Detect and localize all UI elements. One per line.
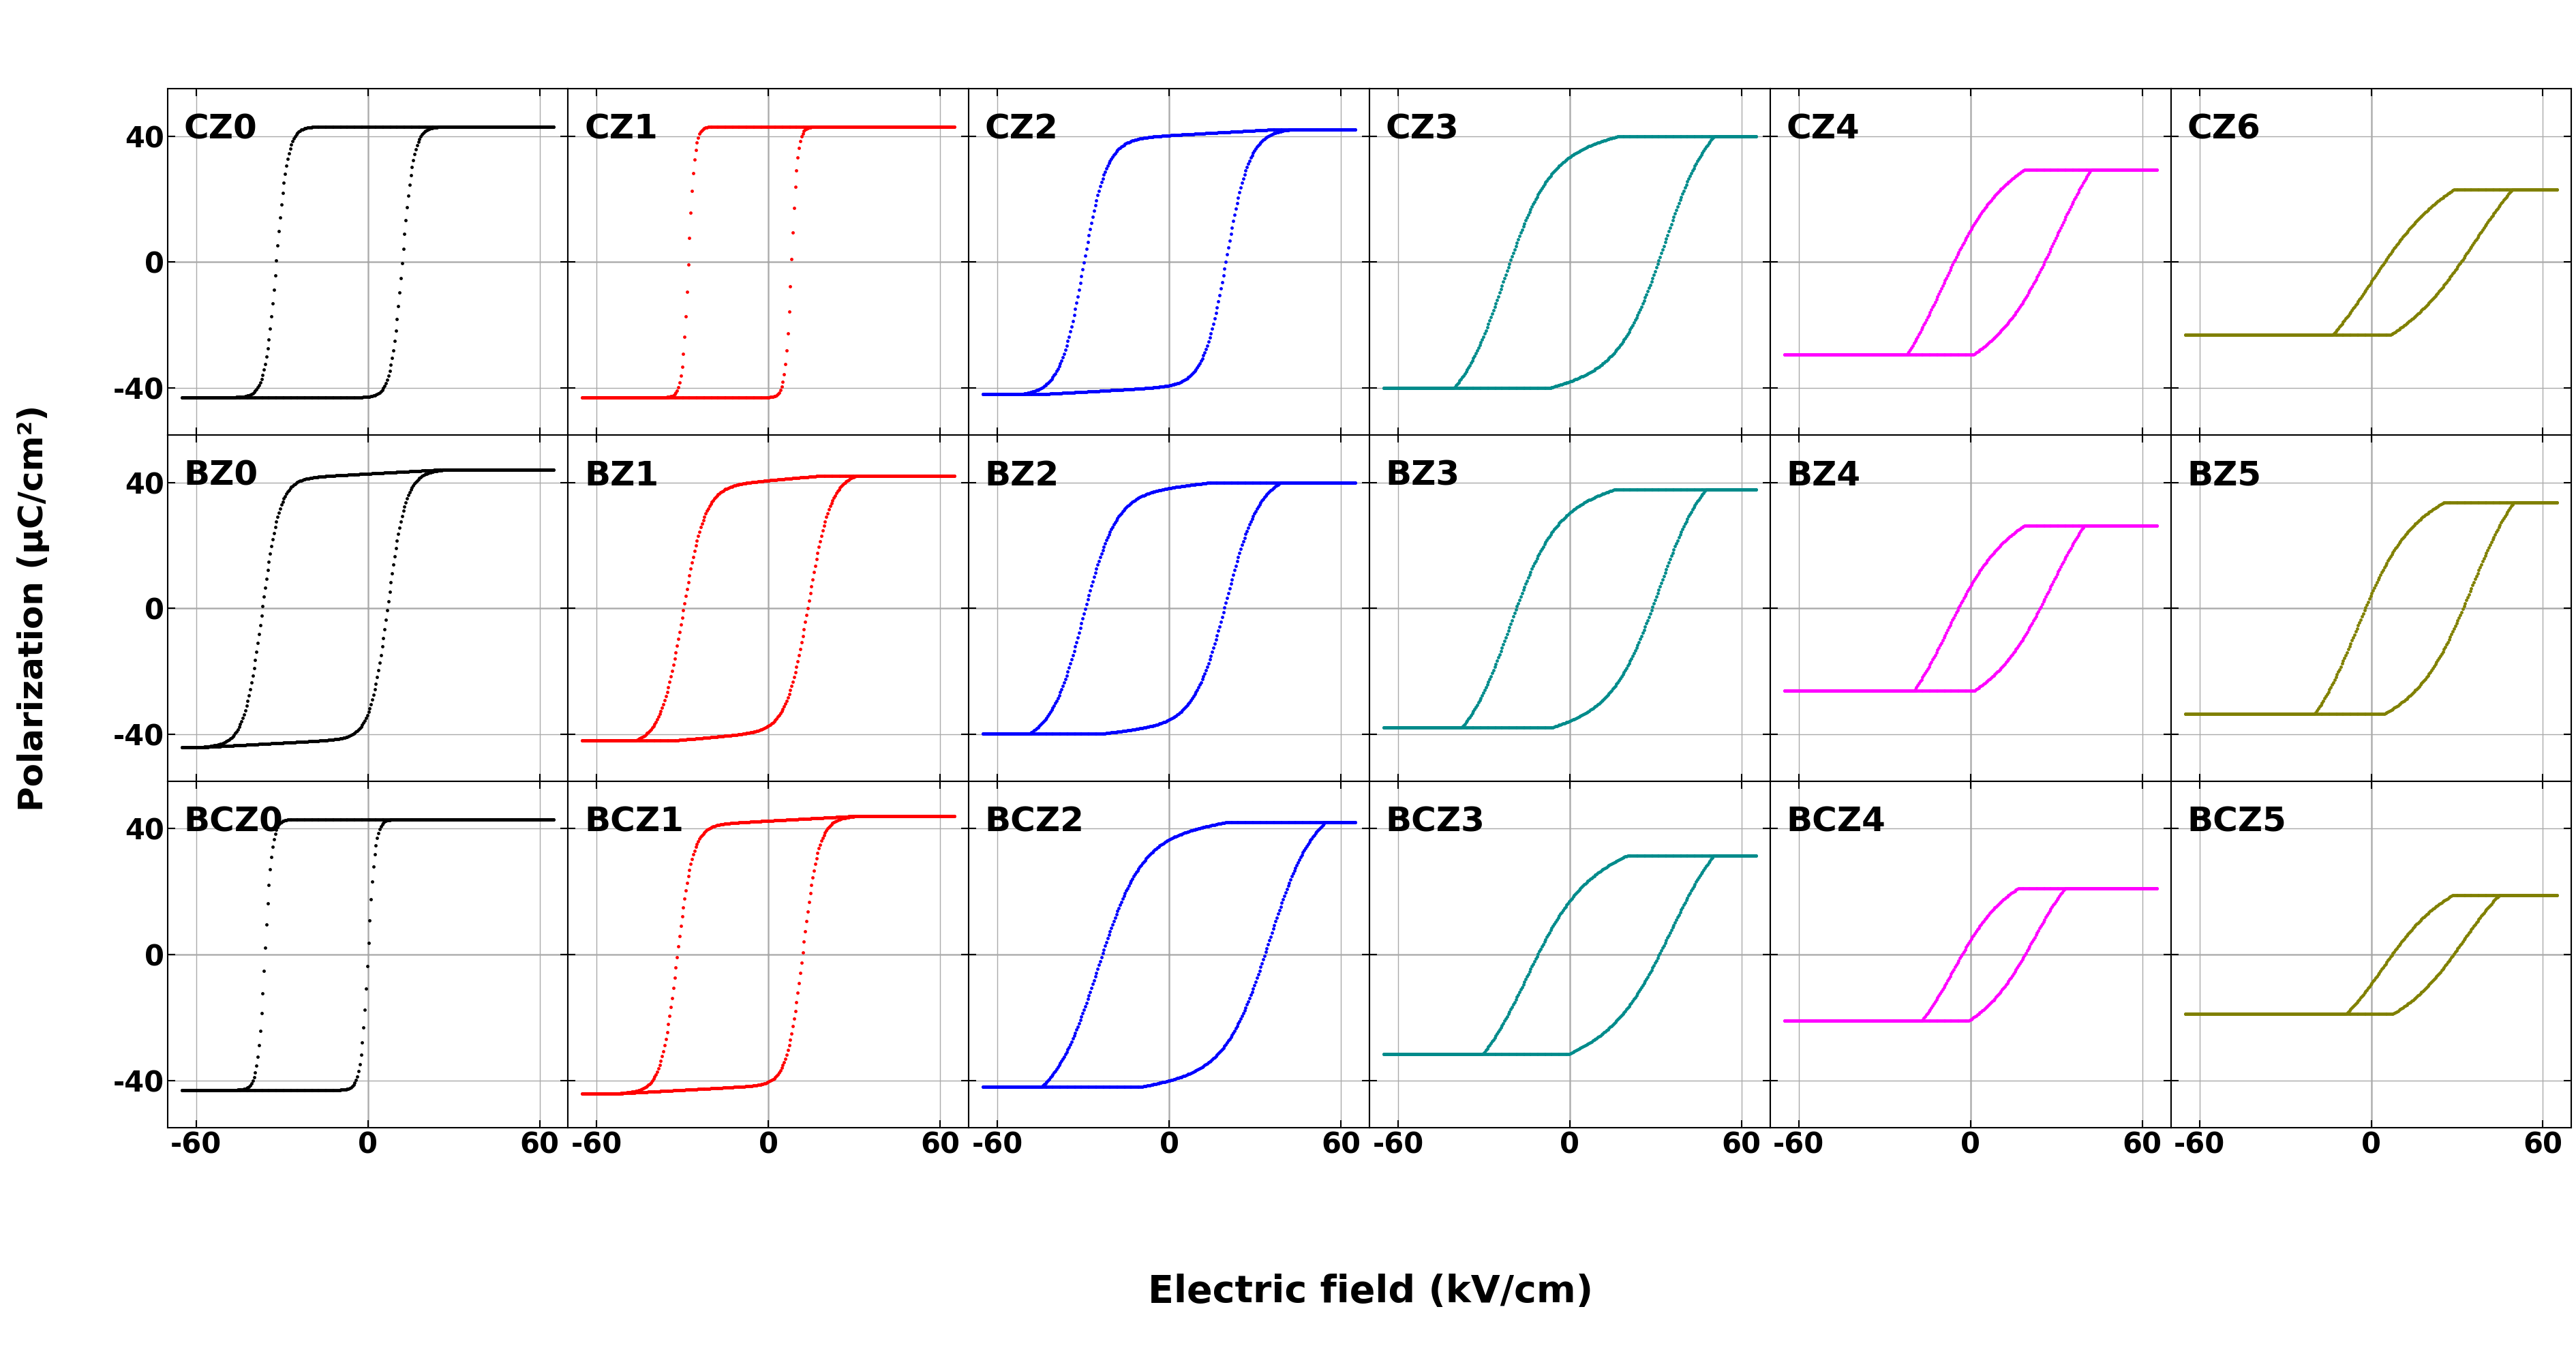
Text: BCZ5: BCZ5 xyxy=(2187,805,2285,838)
Text: BZ2: BZ2 xyxy=(984,459,1059,492)
Text: CZ1: CZ1 xyxy=(585,113,657,146)
Text: CZ0: CZ0 xyxy=(183,113,258,146)
Text: BCZ0: BCZ0 xyxy=(183,805,283,838)
Text: CZ2: CZ2 xyxy=(984,113,1059,146)
Text: CZ3: CZ3 xyxy=(1386,113,1458,146)
Text: BZ1: BZ1 xyxy=(585,459,659,492)
Text: Electric field (kV/cm): Electric field (kV/cm) xyxy=(1149,1274,1592,1310)
Text: BCZ2: BCZ2 xyxy=(984,805,1084,838)
Text: CZ4: CZ4 xyxy=(1785,113,1860,146)
Text: BZ5: BZ5 xyxy=(2187,459,2262,492)
Text: BZ0: BZ0 xyxy=(183,459,258,492)
Text: CZ6: CZ6 xyxy=(2187,113,2259,146)
Text: BZ4: BZ4 xyxy=(1785,459,1860,492)
Text: BZ3: BZ3 xyxy=(1386,459,1461,492)
Text: BCZ4: BCZ4 xyxy=(1785,805,1886,838)
Text: BCZ1: BCZ1 xyxy=(585,805,683,838)
Text: Polarization (μC/cm²): Polarization (μC/cm²) xyxy=(18,405,49,812)
Text: BCZ3: BCZ3 xyxy=(1386,805,1484,838)
